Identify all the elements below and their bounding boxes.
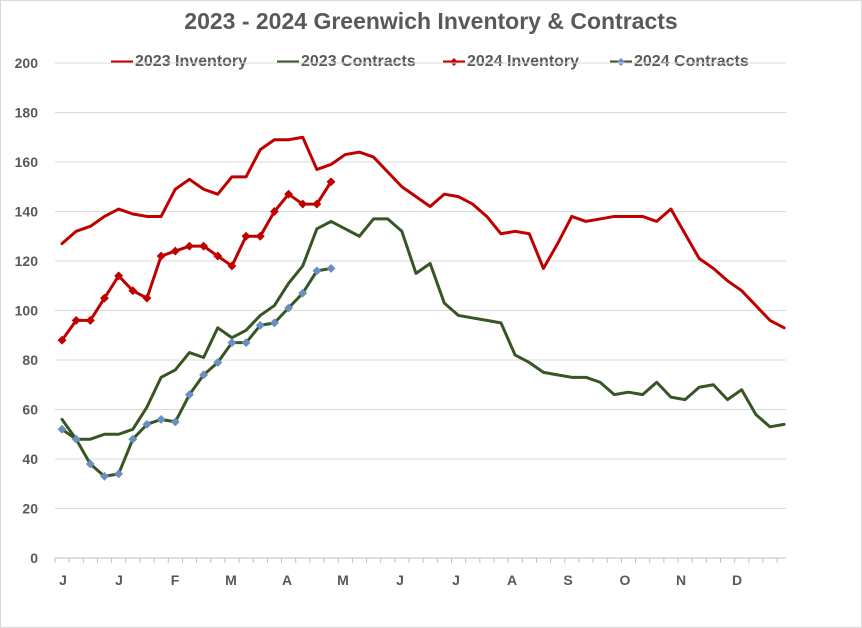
x-tick-label: D: [732, 572, 742, 588]
data-point-2024-inventory: [284, 189, 294, 199]
data-point-2024-inventory: [85, 315, 95, 325]
data-point-2024-inventory: [99, 293, 110, 303]
legend-item-2024-contracts: 2024 Contracts: [610, 52, 749, 72]
legend-item-2023-contracts: 2023 Contracts: [277, 52, 416, 72]
y-tick-label: 80: [22, 352, 38, 368]
data-point-2024-contracts: [241, 338, 251, 348]
series-line-2023-contracts: [60, 217, 786, 441]
data-point-2024-inventory: [298, 199, 308, 209]
series-lines: [60, 135, 786, 478]
y-tick-label: 180: [15, 105, 39, 121]
data-point-2024-inventory: [326, 177, 336, 187]
legend-item-2023-inventory: 2023 Inventory: [111, 52, 247, 72]
legend: 2023 Inventory 2023 Contracts 2024 Inven…: [0, 52, 862, 72]
x-tick-label: J: [452, 572, 460, 588]
x-tick-label: M: [337, 572, 349, 588]
series-line-2024-inventory: [60, 180, 333, 342]
data-point-2024-contracts: [71, 434, 81, 444]
y-tick-label: 100: [15, 303, 39, 319]
x-tick-label: F: [171, 572, 180, 588]
data-point-2024-inventory: [213, 251, 223, 261]
data-point-2024-inventory: [156, 251, 166, 261]
x-tick-label: M: [225, 572, 237, 588]
data-point-2024-inventory: [241, 231, 251, 241]
data-point-2024-contracts: [213, 357, 223, 368]
y-tick-label: 140: [15, 204, 39, 220]
data-point-2024-contracts: [199, 370, 209, 380]
x-tick-label: J: [396, 572, 404, 588]
x-tick-label: J: [59, 572, 67, 588]
data-point-2024-inventory: [255, 231, 265, 241]
legend-item-2024-inventory: 2024 Inventory: [443, 52, 579, 72]
y-tick-label: 60: [22, 402, 38, 418]
legend-swatch-2023-inventory: [111, 60, 133, 64]
data-point-2024-contracts: [142, 419, 152, 429]
data-point-2024-contracts: [255, 320, 265, 330]
y-tick-label: 120: [15, 253, 39, 269]
data-point-2024-contracts: [284, 303, 294, 313]
y-tick-label: 0: [30, 550, 38, 566]
data-point-2024-inventory: [57, 335, 67, 345]
data-point-2024-contracts: [156, 414, 166, 424]
data-point-2024-inventory: [114, 271, 124, 281]
data-point-2024-inventory: [227, 261, 237, 271]
data-point-2024-contracts: [326, 263, 336, 273]
data-point-2024-contracts: [227, 338, 237, 348]
gridlines: [55, 62, 786, 509]
series-markers: [57, 177, 336, 481]
y-tick-label: 40: [22, 451, 38, 467]
data-point-2024-contracts: [128, 434, 138, 444]
legend-label-2023-contracts: 2023 Contracts: [301, 53, 416, 70]
axes: 0 20 40 60 80 100 120 140 160 180 200 J J F M A M J J A S O N D: [15, 55, 786, 588]
data-point-2024-contracts: [85, 459, 95, 469]
x-tick-label: J: [115, 572, 123, 588]
data-point-2024-contracts: [184, 390, 194, 400]
data-point-2024-contracts: [298, 288, 308, 298]
chart-title: 2023 - 2024 Greenwich Inventory & Contra…: [184, 8, 678, 34]
data-point-2024-contracts: [312, 266, 322, 276]
x-tick-label: A: [507, 572, 517, 588]
series-line-2023-inventory: [60, 135, 786, 330]
data-point-2024-inventory: [170, 246, 180, 256]
x-tick-label: S: [563, 572, 572, 588]
x-tick-label: O: [620, 572, 631, 588]
y-tick-label: 20: [22, 501, 38, 517]
legend-label-2024-inventory: 2024 Inventory: [467, 53, 580, 70]
legend-label-2024-contracts: 2024 Contracts: [634, 53, 749, 70]
legend-swatch-2024-inventory: [443, 58, 465, 66]
data-point-2024-inventory: [312, 199, 322, 209]
y-tick-label: 160: [15, 154, 39, 170]
x-tick-label: A: [282, 572, 292, 588]
x-tick-label: N: [676, 572, 686, 588]
data-point-2024-inventory: [71, 315, 81, 325]
data-point-2024-contracts: [99, 471, 110, 481]
legend-swatch-2023-contracts: [277, 60, 299, 64]
data-point-2024-inventory: [128, 286, 138, 296]
data-point-2024-contracts: [170, 417, 180, 427]
y-tick-label: 200: [15, 55, 39, 71]
legend-swatch-2024-contracts: [610, 58, 632, 66]
data-point-2024-inventory: [269, 206, 279, 217]
data-point-2024-contracts: [57, 424, 67, 434]
data-point-2024-inventory: [199, 241, 209, 251]
data-point-2024-inventory: [142, 293, 152, 303]
data-point-2024-inventory: [184, 241, 194, 251]
legend-label-2023-inventory: 2023 Inventory: [135, 53, 248, 70]
data-point-2024-contracts: [269, 318, 279, 328]
data-point-2024-contracts: [114, 469, 124, 479]
